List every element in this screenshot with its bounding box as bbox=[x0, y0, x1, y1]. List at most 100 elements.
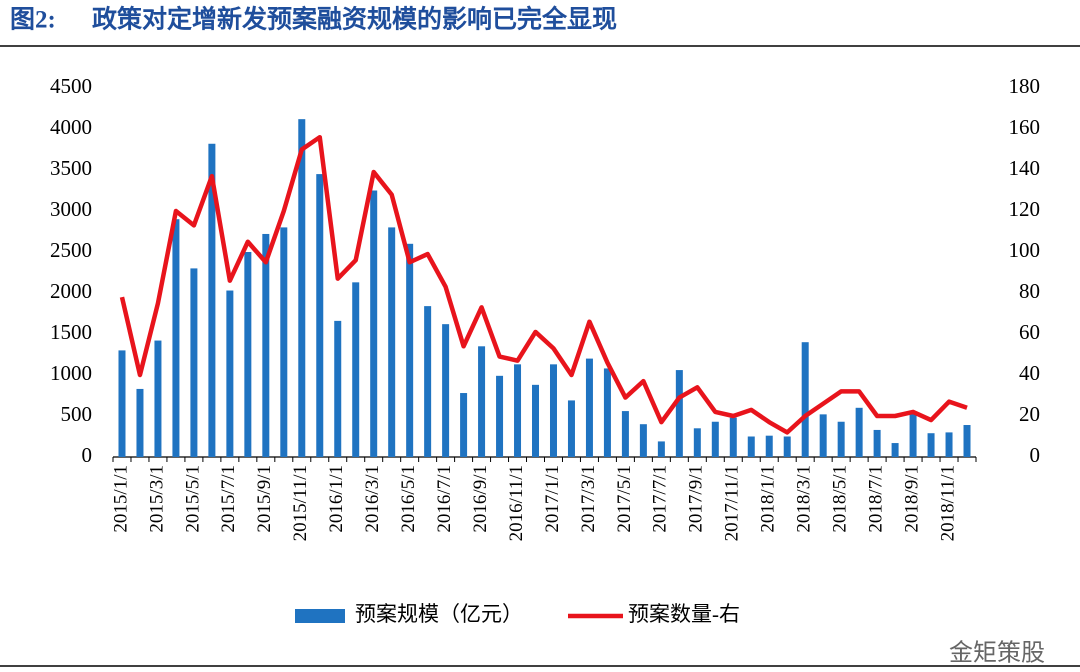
y-tick-label: 2000 bbox=[50, 279, 92, 303]
bar bbox=[783, 436, 791, 457]
bar bbox=[514, 364, 522, 457]
bar bbox=[316, 174, 324, 457]
y2-tick-label: 0 bbox=[1030, 443, 1041, 467]
x-tick-label: 2016/9/1 bbox=[470, 465, 491, 533]
bar bbox=[478, 346, 486, 457]
y2-tick-label: 120 bbox=[1009, 197, 1041, 221]
bar bbox=[945, 432, 953, 457]
line bbox=[119, 134, 968, 435]
x-tick-label: 2016/1/1 bbox=[326, 465, 347, 533]
x-tick-label: 2015/11/1 bbox=[290, 465, 311, 541]
bar bbox=[532, 384, 540, 457]
bar bbox=[136, 388, 144, 457]
bar bbox=[406, 243, 414, 457]
x-tick-label: 2018/9/1 bbox=[901, 465, 922, 533]
legend-label: 预案数量-右 bbox=[628, 602, 740, 626]
bar bbox=[837, 421, 845, 457]
bar bbox=[208, 143, 216, 457]
bar bbox=[621, 411, 629, 457]
bar bbox=[460, 393, 468, 457]
x-tick-label: 2018/11/1 bbox=[937, 465, 958, 541]
bar bbox=[190, 268, 198, 457]
y-tick-label: 1500 bbox=[50, 320, 92, 344]
x-tick-label: 2015/9/1 bbox=[254, 465, 275, 533]
x-tick-label: 2016/5/1 bbox=[398, 465, 419, 533]
y-tick-label: 500 bbox=[61, 402, 93, 426]
x-tick-label: 2017/7/1 bbox=[650, 465, 671, 533]
y2-tick-label: 60 bbox=[1019, 320, 1040, 344]
bar bbox=[657, 441, 665, 457]
y-tick-label: 1000 bbox=[50, 361, 92, 385]
y-tick-label: 2500 bbox=[50, 238, 92, 262]
bar bbox=[873, 429, 881, 457]
x-tick-label: 2017/11/1 bbox=[722, 465, 743, 541]
bar bbox=[244, 252, 252, 457]
x-tick-label: 2018/3/1 bbox=[794, 465, 815, 533]
y2-tick-label: 80 bbox=[1019, 279, 1040, 303]
bar bbox=[963, 425, 971, 457]
y2-tick-label: 180 bbox=[1009, 74, 1041, 98]
bar bbox=[298, 119, 306, 457]
bar bbox=[801, 342, 809, 457]
bar bbox=[280, 227, 288, 457]
bar bbox=[675, 370, 683, 457]
legend-swatch bbox=[295, 609, 345, 623]
bar bbox=[352, 282, 360, 457]
bar bbox=[549, 364, 557, 457]
x-tick-label: 2018/1/1 bbox=[758, 465, 779, 533]
bar bbox=[370, 190, 378, 457]
x-tick-label: 2015/7/1 bbox=[218, 465, 239, 533]
y-tick-label: 4000 bbox=[50, 115, 92, 139]
chart-title: 政策对定增新发预案融资规模的影响已完全显现 bbox=[92, 5, 617, 34]
y2-tick-label: 140 bbox=[1009, 156, 1041, 180]
x-tick-label: 2017/9/1 bbox=[686, 465, 707, 533]
x-tick-label: 2016/7/1 bbox=[434, 465, 455, 533]
bar bbox=[927, 433, 935, 457]
bar bbox=[334, 320, 342, 457]
bar bbox=[747, 436, 755, 457]
bar bbox=[855, 407, 863, 457]
bar bbox=[819, 414, 827, 457]
y-tick-label: 0 bbox=[82, 443, 93, 467]
legend-label: 预案规模（亿元） bbox=[355, 602, 523, 626]
bar bbox=[765, 435, 773, 457]
bar bbox=[729, 417, 737, 457]
y2-tick-label: 20 bbox=[1019, 402, 1040, 426]
bar bbox=[693, 428, 701, 457]
bar bbox=[496, 375, 504, 457]
bar bbox=[442, 324, 450, 457]
bar bbox=[585, 358, 593, 457]
bar bbox=[154, 340, 162, 457]
y-tick-label: 3500 bbox=[50, 156, 92, 180]
bar bbox=[424, 306, 432, 457]
x-tick-label: 2018/5/1 bbox=[830, 465, 851, 533]
figure-label: 图2: bbox=[10, 7, 56, 34]
x-tick-label: 2016/11/1 bbox=[506, 465, 527, 541]
y-tick-label: 3000 bbox=[50, 197, 92, 221]
bar bbox=[711, 421, 719, 457]
x-tick-label: 2017/5/1 bbox=[614, 465, 635, 533]
bar bbox=[118, 350, 126, 457]
x-tick-label: 2018/7/1 bbox=[865, 465, 886, 533]
y-tick-label: 4500 bbox=[50, 74, 92, 98]
bar bbox=[909, 413, 917, 457]
bar bbox=[567, 400, 575, 457]
x-tick-label: 2017/1/1 bbox=[542, 465, 563, 533]
y2-tick-label: 160 bbox=[1009, 115, 1041, 139]
bar bbox=[891, 443, 899, 457]
x-tick-label: 2016/3/1 bbox=[362, 465, 383, 533]
bar bbox=[262, 233, 270, 457]
y2-tick-label: 100 bbox=[1009, 238, 1041, 262]
x-tick-label: 2015/3/1 bbox=[146, 465, 167, 533]
watermark: 金矩策股 bbox=[949, 640, 1045, 667]
x-tick-label: 2017/3/1 bbox=[578, 465, 599, 533]
bar bbox=[172, 219, 180, 457]
x-tick-label: 2015/1/1 bbox=[110, 465, 131, 533]
bar bbox=[603, 368, 611, 457]
y2-tick-label: 40 bbox=[1019, 361, 1040, 385]
bar bbox=[639, 424, 647, 457]
bar bbox=[226, 290, 234, 457]
bar bbox=[388, 227, 396, 457]
x-tick-label: 2015/5/1 bbox=[182, 465, 203, 533]
